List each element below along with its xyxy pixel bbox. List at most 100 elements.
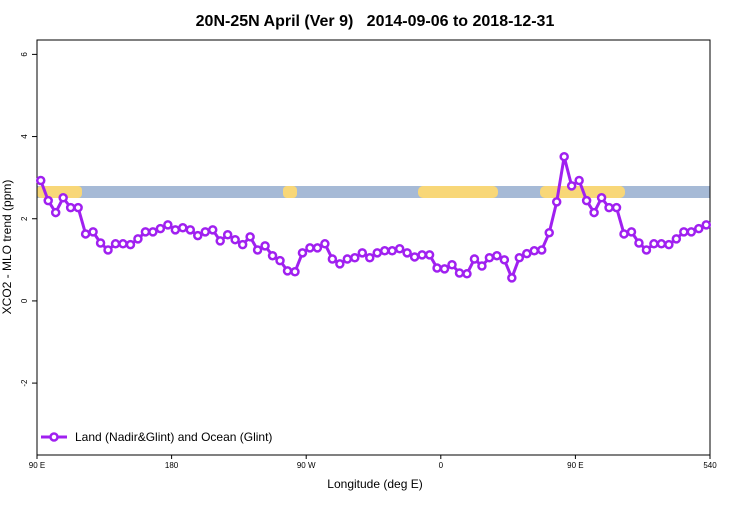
data-point (507, 273, 517, 283)
data-point (559, 151, 569, 162)
data-point (252, 245, 263, 255)
data-point (185, 225, 196, 235)
data-point (140, 227, 151, 237)
x-tick-label: 0 (439, 461, 444, 470)
data-point (679, 227, 689, 237)
data-point (35, 175, 46, 186)
data-point (409, 252, 420, 262)
data-point (200, 227, 210, 237)
data-point (118, 239, 128, 249)
data-point (522, 248, 532, 259)
data-point (155, 223, 166, 234)
data-point (432, 263, 442, 273)
data-point (484, 253, 495, 263)
data-point (596, 193, 607, 203)
data-point (477, 261, 487, 271)
data-point (447, 260, 457, 270)
data-point (275, 255, 285, 266)
data-point (574, 175, 584, 186)
x-tick-label: 90 E (29, 461, 45, 470)
data-point (589, 207, 599, 218)
data-point (634, 238, 644, 248)
data-point (215, 236, 225, 246)
x-tick-label: 90 W (297, 461, 316, 470)
data-point (305, 243, 315, 253)
data-point (297, 248, 308, 258)
data-point (619, 229, 629, 239)
data-point (417, 250, 427, 260)
legend-marker (49, 432, 59, 442)
data-point (260, 241, 270, 251)
x-tick-label: 540 (703, 461, 717, 470)
data-point (611, 202, 622, 213)
data-point (626, 227, 637, 237)
data-point (350, 253, 360, 263)
data-point (342, 254, 353, 264)
data-point (641, 245, 652, 255)
data-point (694, 223, 704, 234)
data-point (664, 239, 674, 250)
data-point (701, 220, 712, 230)
data-point (469, 254, 480, 264)
data-point (462, 269, 472, 279)
data-point (529, 246, 540, 256)
data-point (163, 220, 173, 230)
data-point (245, 232, 255, 242)
data-point (170, 225, 181, 235)
legend-label: Land (Nadir&Glint) and Ocean (Glint) (75, 430, 272, 444)
data-point (604, 202, 614, 213)
data-point (686, 227, 697, 237)
data-point (566, 181, 577, 191)
data-point (454, 268, 465, 278)
data-point (492, 250, 502, 261)
y-axis-label: XCO2 - MLO trend (ppm) (0, 180, 14, 315)
data-point (372, 248, 382, 258)
data-point (207, 225, 218, 235)
data-point (312, 243, 323, 253)
data-point (581, 195, 592, 206)
data-point (43, 195, 53, 206)
data-point (671, 234, 682, 244)
x-axis-label: Longitude (deg E) (327, 477, 422, 491)
data-point (424, 250, 435, 260)
y-tick-label: 2 (20, 216, 29, 221)
data-point (103, 245, 113, 255)
data-point (357, 248, 368, 258)
data-point (551, 197, 562, 207)
data-point (402, 248, 412, 258)
data-point (73, 202, 83, 213)
data-point (544, 227, 554, 238)
map-strip (37, 186, 710, 198)
data-point (394, 243, 405, 254)
chart-title: 20N-25N April (Ver 9) 2014-09-06 to 2018… (196, 13, 555, 30)
data-point (537, 245, 547, 255)
y-tick-label: 6 (20, 52, 29, 57)
data-point (335, 259, 345, 269)
y-tick-label: 0 (20, 298, 29, 303)
data-point (88, 227, 98, 237)
data-point (327, 254, 338, 264)
data-point (649, 239, 659, 249)
data-point (95, 238, 106, 248)
data-point (237, 239, 248, 250)
plot-frame (36, 39, 711, 456)
data-point (110, 239, 121, 249)
data-point (178, 223, 188, 233)
data-point (365, 253, 375, 263)
data-point (379, 246, 390, 256)
data-point (193, 230, 203, 241)
data-point (58, 193, 68, 203)
y-tick-label: 4 (20, 134, 29, 139)
data-point (50, 207, 61, 218)
data-point (282, 266, 293, 276)
data-point (387, 246, 397, 256)
data-point (230, 234, 240, 245)
data-point (656, 239, 667, 249)
data-point (80, 229, 91, 239)
x-tick-label: 90 E (567, 461, 583, 470)
data-point (222, 230, 233, 240)
data-point (514, 253, 525, 263)
data-point (499, 255, 510, 265)
data-point (439, 264, 450, 274)
data-point (148, 227, 158, 237)
